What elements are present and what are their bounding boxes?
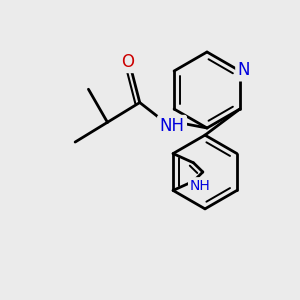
Text: N: N bbox=[238, 61, 250, 79]
Text: NH: NH bbox=[160, 117, 184, 135]
Text: O: O bbox=[121, 53, 134, 71]
Text: NH: NH bbox=[190, 179, 211, 193]
